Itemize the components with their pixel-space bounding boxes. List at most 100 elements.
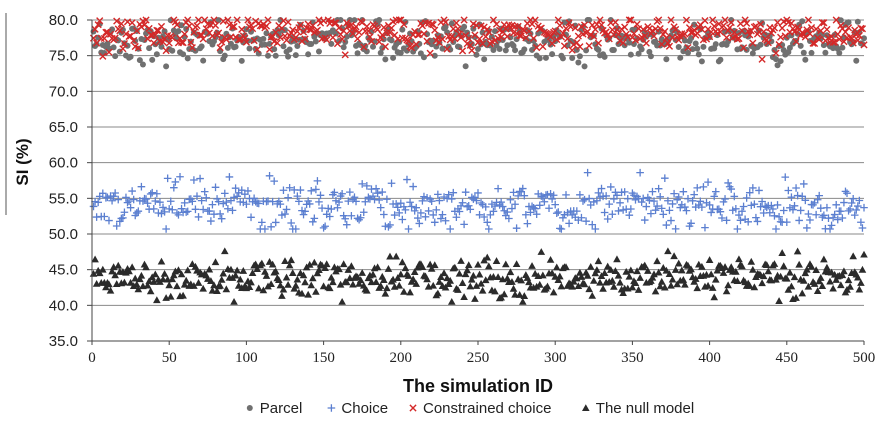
data-point <box>829 284 837 292</box>
data-point <box>468 46 476 55</box>
data-point <box>815 35 823 43</box>
data-point <box>721 16 729 24</box>
data-point <box>520 292 529 299</box>
data-point <box>301 35 309 43</box>
data-point <box>799 18 806 25</box>
data-point <box>286 46 293 53</box>
data-point <box>801 196 810 205</box>
data-point <box>201 16 209 24</box>
data-point <box>275 276 283 283</box>
grid-lines <box>92 19 864 342</box>
data-point <box>282 273 291 281</box>
data-point <box>193 192 201 200</box>
data-point <box>220 247 229 255</box>
data-point <box>356 213 365 222</box>
data-point <box>830 210 839 219</box>
data-point <box>858 25 867 33</box>
data-point <box>308 41 315 48</box>
x-tick-label: 300 <box>544 350 567 366</box>
data-point <box>635 50 642 57</box>
data-point <box>281 210 289 218</box>
data-point <box>691 21 698 28</box>
data-point <box>400 20 408 28</box>
data-point <box>640 261 649 269</box>
data-point <box>718 214 726 222</box>
data-point <box>489 16 498 24</box>
data-point <box>429 21 437 29</box>
data-point <box>739 44 748 52</box>
data-point <box>654 268 663 276</box>
data-point <box>658 40 666 48</box>
data-point <box>554 208 563 216</box>
data-point <box>136 57 143 64</box>
data-point <box>580 195 589 204</box>
data-point <box>207 277 215 284</box>
data-point <box>458 198 467 207</box>
data-point <box>151 270 160 278</box>
data-point <box>831 38 839 46</box>
data-point <box>398 215 407 224</box>
data-point <box>109 26 116 33</box>
data-point <box>594 189 603 197</box>
data-point <box>512 260 521 268</box>
data-point <box>798 289 807 297</box>
data-point <box>337 17 344 23</box>
data-point <box>198 43 205 50</box>
series-the-null-model <box>89 247 868 305</box>
data-point <box>447 297 456 305</box>
data-point <box>142 263 150 271</box>
data-point <box>552 263 561 271</box>
data-point <box>721 195 729 203</box>
data-point <box>549 288 558 296</box>
data-point <box>289 26 297 34</box>
data-point <box>701 223 709 232</box>
data-point <box>137 23 146 31</box>
data-point <box>269 32 277 41</box>
data-point <box>565 219 573 228</box>
data-point <box>537 248 546 255</box>
data-point <box>291 37 298 44</box>
data-point <box>738 27 746 35</box>
plot-area <box>89 16 868 305</box>
data-point <box>465 34 473 43</box>
data-point <box>838 214 847 222</box>
data-point <box>620 188 629 196</box>
data-point <box>346 188 354 196</box>
data-point <box>837 281 845 289</box>
data-point <box>366 33 374 41</box>
data-point <box>258 218 266 227</box>
data-point <box>384 265 393 272</box>
data-point <box>100 212 109 221</box>
data-point <box>511 290 519 298</box>
data-point <box>236 275 245 283</box>
data-point <box>197 196 206 205</box>
data-point <box>625 16 633 24</box>
data-point <box>168 205 177 214</box>
data-point <box>313 26 322 34</box>
data-point <box>674 29 681 36</box>
data-point <box>826 277 834 285</box>
data-point <box>644 267 652 274</box>
data-point <box>772 49 780 57</box>
data-point <box>579 197 587 205</box>
data-point <box>304 20 312 28</box>
data-point <box>397 49 404 56</box>
data-point <box>352 197 360 206</box>
data-point <box>770 24 779 32</box>
data-point <box>482 33 490 41</box>
data-point <box>464 261 473 269</box>
data-point <box>535 201 544 210</box>
data-point <box>566 18 573 25</box>
data-point <box>393 274 402 281</box>
data-point <box>448 20 455 27</box>
data-point <box>261 267 269 275</box>
data-point <box>727 185 736 193</box>
data-point <box>518 184 527 193</box>
data-point <box>267 223 275 231</box>
data-point <box>625 211 634 219</box>
data-point <box>475 211 484 219</box>
data-point <box>111 271 119 279</box>
data-point <box>363 22 371 30</box>
data-point <box>407 30 414 37</box>
